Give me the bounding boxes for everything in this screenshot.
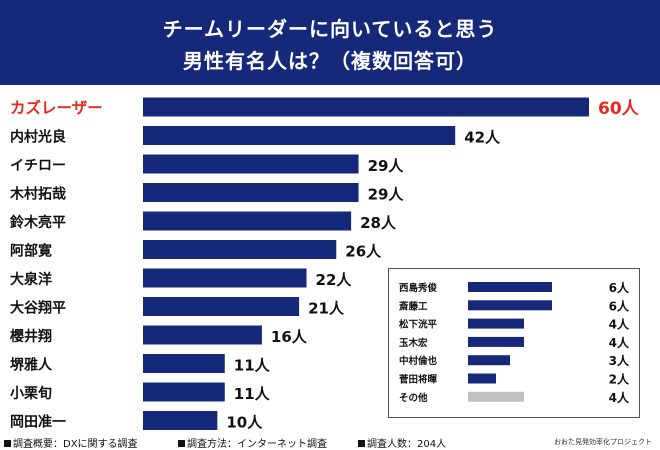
inset-value-label: 3人 xyxy=(609,353,630,368)
value-label: 42人 xyxy=(464,129,501,147)
bar xyxy=(143,382,225,402)
category-label: カズレーザー xyxy=(10,98,103,117)
footer-survey-method: 調査方法：インターネット調査 xyxy=(178,435,327,450)
inset-value-label: 6人 xyxy=(609,280,630,295)
value-label: 21人 xyxy=(308,300,345,318)
inset-category-label: 玉木宏 xyxy=(399,337,428,349)
bar xyxy=(143,411,218,430)
category-label: 大谷翔平 xyxy=(10,300,66,317)
chart-title-line-2: 男性有名人は？（複数回答可） xyxy=(183,49,477,73)
square-bullet-icon xyxy=(358,440,365,447)
value-label: 29人 xyxy=(368,157,405,175)
inset-value-label: 4人 xyxy=(609,390,630,405)
value-label: 10人 xyxy=(226,414,263,431)
inset-bar xyxy=(468,355,510,366)
inset-category-label: 中村倫也 xyxy=(399,355,438,367)
inset-value-label: 2人 xyxy=(609,372,630,387)
survey-footer: 調査概要：DXに関する調査 調査方法：インターネット調査 調査人数：204人 お… xyxy=(0,432,660,450)
inset-value-label: 4人 xyxy=(609,317,630,332)
category-label: 内村光良 xyxy=(10,129,66,146)
category-label: 阿部寛 xyxy=(10,243,52,260)
bar xyxy=(143,183,359,202)
inset-chart-box: 西島秀俊 6人 斎藤工 6人 松下洸平 4人 玉木宏 4人 中村倫也 3人 菅田将暉 2人 その他 4人 xyxy=(388,268,640,418)
bar xyxy=(143,268,307,288)
bar xyxy=(143,211,352,231)
inset-value-label: 6人 xyxy=(609,298,630,313)
inset-bar xyxy=(468,336,524,347)
value-label: 28人 xyxy=(360,214,397,232)
inset-category-label: 松下洸平 xyxy=(399,319,438,331)
value-label: 11人 xyxy=(234,357,271,375)
inset-category-label: 斎藤工 xyxy=(399,300,428,312)
chart-header: チームリーダーに向いていると思う 男性有名人は？（複数回答可） xyxy=(0,0,660,85)
category-label: イチロー xyxy=(10,158,66,174)
chart-title-line-1: チームリーダーに向いていると思う xyxy=(162,17,498,41)
inset-value-label: 4人 xyxy=(609,335,630,350)
category-label: 鈴木亮平 xyxy=(10,214,66,231)
inset-bar xyxy=(468,282,552,292)
bar xyxy=(143,240,337,259)
bar xyxy=(143,154,359,174)
bar xyxy=(143,97,589,117)
category-label: 木村拓哉 xyxy=(9,186,66,203)
category-label: 小栗旬 xyxy=(10,385,52,402)
value-label: 11人 xyxy=(234,385,271,403)
inset-category-label: その他 xyxy=(399,392,428,404)
bar xyxy=(143,354,225,373)
inset-bar xyxy=(468,318,524,329)
footer-survey-summary: 調査概要：DXに関する調査 xyxy=(4,435,138,450)
bar xyxy=(143,325,262,345)
bar xyxy=(143,297,300,316)
footer-survey-count: 調査人数：204人 xyxy=(358,435,446,450)
value-label: 26人 xyxy=(345,243,382,261)
category-label: 櫻井翔 xyxy=(9,328,52,345)
inset-bar xyxy=(468,373,496,384)
inset-bar xyxy=(468,391,524,402)
inset-category-label: 西島秀俊 xyxy=(399,282,438,294)
category-label: 岡田准一 xyxy=(10,414,66,431)
inset-category-label: 菅田将暉 xyxy=(399,374,438,386)
square-bullet-icon xyxy=(4,440,11,447)
square-bullet-icon xyxy=(178,440,185,447)
value-label: 22人 xyxy=(316,271,353,289)
inset-bar xyxy=(468,300,552,311)
footer-credit: おおた見発効率化プロジェクト xyxy=(554,438,652,446)
bar xyxy=(143,126,456,145)
value-label: 29人 xyxy=(368,186,405,204)
value-label: 60人 xyxy=(598,99,640,119)
category-label: 堺雅人 xyxy=(10,357,53,374)
value-label: 16人 xyxy=(271,328,308,346)
category-label: 大泉洋 xyxy=(10,271,52,288)
